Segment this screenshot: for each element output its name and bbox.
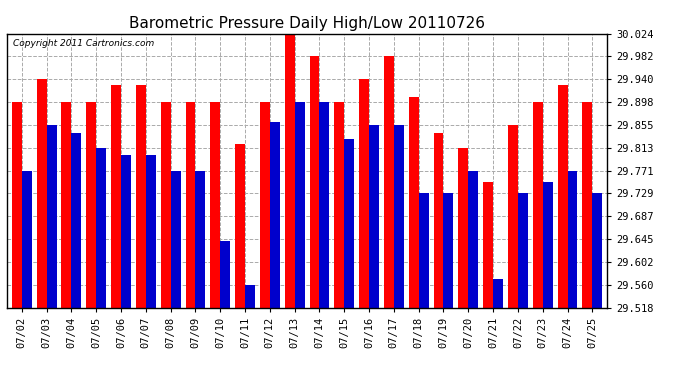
Bar [344, 139, 354, 308]
Bar [558, 85, 567, 308]
Bar [384, 57, 394, 308]
Bar [22, 171, 32, 308]
Text: Copyright 2011 Cartronics.com: Copyright 2011 Cartronics.com [13, 39, 154, 48]
Bar [285, 34, 295, 308]
Bar [235, 144, 245, 308]
Bar [270, 123, 279, 308]
Bar [408, 96, 419, 308]
Bar [186, 102, 195, 308]
Bar [567, 171, 578, 308]
Bar [369, 124, 379, 308]
Bar [458, 148, 469, 308]
Bar [47, 124, 57, 308]
Bar [195, 171, 206, 308]
Bar [295, 102, 304, 308]
Bar [592, 194, 602, 308]
Bar [335, 102, 344, 308]
Bar [161, 102, 170, 308]
Bar [582, 102, 592, 308]
Bar [483, 182, 493, 308]
Bar [260, 102, 270, 308]
Bar [319, 102, 329, 308]
Bar [394, 124, 404, 308]
Bar [543, 182, 553, 308]
Bar [86, 102, 96, 308]
Bar [37, 79, 47, 308]
Bar [136, 85, 146, 308]
Bar [12, 102, 22, 308]
Bar [111, 85, 121, 308]
Bar [433, 133, 444, 308]
Bar [121, 155, 131, 308]
Bar [518, 194, 528, 308]
Bar [170, 171, 181, 308]
Bar [359, 79, 369, 308]
Bar [508, 125, 518, 308]
Bar [444, 194, 453, 308]
Bar [469, 171, 478, 308]
Bar [245, 285, 255, 308]
Bar [61, 102, 71, 308]
Bar [493, 279, 503, 308]
Title: Barometric Pressure Daily High/Low 20110726: Barometric Pressure Daily High/Low 20110… [129, 16, 485, 31]
Bar [533, 102, 543, 308]
Bar [310, 57, 319, 308]
Bar [96, 148, 106, 308]
Bar [71, 133, 81, 308]
Bar [220, 242, 230, 308]
Bar [146, 155, 156, 308]
Bar [210, 102, 220, 308]
Bar [419, 194, 428, 308]
